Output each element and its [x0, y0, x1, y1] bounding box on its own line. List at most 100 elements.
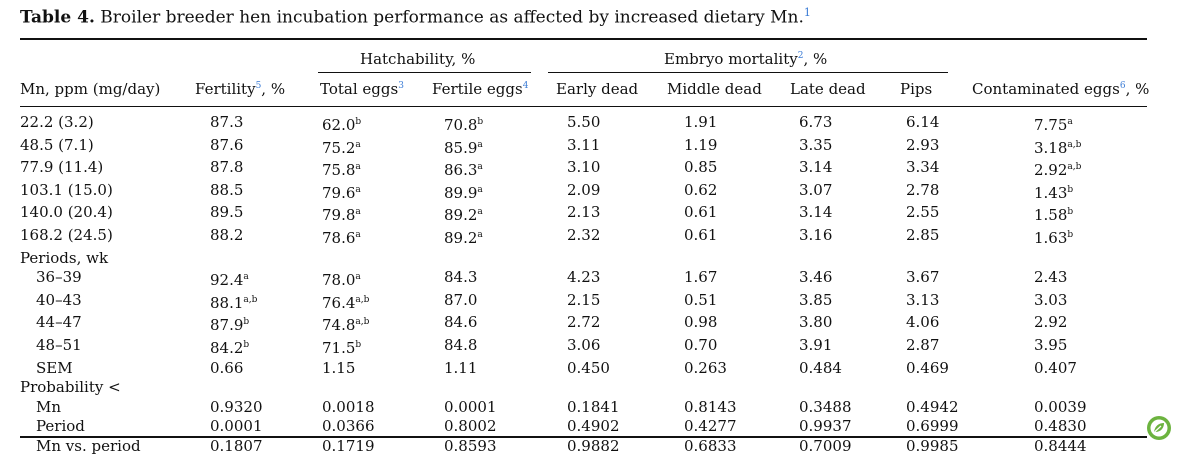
table-cell [567, 378, 684, 398]
significance-superscript: a [355, 272, 361, 283]
row-label: Periods, wk [20, 248, 109, 267]
table-cell [1034, 378, 1144, 398]
table-cell: 0.8143 [684, 398, 799, 418]
table-cell: 0.0001 [210, 417, 322, 437]
table-cell: 3.46 [799, 268, 906, 291]
cell-value: 3.14 [799, 158, 833, 177]
significance-superscript: a,b [243, 294, 258, 305]
table-cell: 78.6a [322, 226, 444, 249]
embryo-footnote-marker[interactable]: 2 [797, 51, 804, 61]
table-cell: 2.92a,b [1034, 158, 1144, 181]
cell-value: 2.09 [567, 180, 601, 199]
cell-value: 75.8 [322, 161, 356, 180]
total-eggs-footnote-marker[interactable]: 3 [398, 81, 404, 91]
cell-value: 1.91 [684, 113, 718, 131]
table-cell: 89.5 [210, 203, 322, 226]
table-cell: 85.9a [444, 136, 567, 159]
cell-value: 88.5 [210, 180, 244, 199]
header-embryo-group: Embryo mortality2, % [664, 50, 828, 68]
cell-value: 3.14 [799, 203, 833, 222]
cell-value: 7.75 [1034, 116, 1068, 134]
header-contaminated-eggs: Contaminated eggs6, % [972, 80, 1150, 98]
cell-value: 0.0001 [444, 397, 497, 416]
cell-value: 2.13 [567, 203, 601, 222]
header-middle-dead: Middle dead [667, 80, 762, 98]
table-cell: 2.15 [567, 291, 684, 314]
significance-superscript: a,b [1067, 162, 1082, 173]
row-label: 22.2 (3.2) [20, 113, 94, 131]
top-rule [20, 38, 1147, 40]
cell-value: 87.8 [210, 158, 244, 177]
cell-value: 3.10 [567, 158, 601, 177]
caption-footnote-marker[interactable]: 1 [803, 6, 811, 19]
table-cell: 0.4942 [906, 398, 1034, 418]
table-cell: 2.93 [906, 136, 1034, 159]
table-cell: 89.9a [444, 181, 567, 204]
table-cell: 0.1841 [567, 398, 684, 418]
table-cell: 2.92 [1034, 313, 1144, 336]
table-label: Table 4. [20, 7, 95, 28]
table-cell: 3.18a,b [1034, 136, 1144, 159]
cell-value: 0.66 [210, 358, 244, 377]
cell-value: 2.15 [567, 290, 601, 309]
significance-superscript: a [477, 207, 483, 218]
cell-value: 86.3 [444, 161, 478, 180]
cell-value: 3.03 [1034, 290, 1068, 309]
table-cell: 0.4277 [684, 417, 799, 437]
table-cell: 2.78 [906, 181, 1034, 204]
significance-superscript: b [243, 339, 250, 350]
cell-value: 79.8 [322, 206, 356, 225]
table-title: Broiler breeder hen incubation performan… [100, 7, 804, 28]
cell-value: 70.8 [444, 116, 478, 134]
table-cell [322, 249, 444, 269]
table-cell: 84.2b [210, 336, 322, 359]
cell-value: 0.9882 [567, 436, 620, 455]
header-fertility: Fertility5, % [195, 80, 286, 98]
cell-value: 1.58 [1034, 206, 1068, 225]
table-cell: 0.98 [684, 313, 799, 336]
fertile-eggs-footnote-marker[interactable]: 4 [522, 81, 529, 91]
table-cell: 86.3a [444, 158, 567, 181]
cell-value: 0.0001 [210, 417, 263, 436]
table-cell: 0.70 [684, 336, 799, 359]
cell-value: 2.87 [906, 335, 940, 354]
cell-value: 0.85 [684, 158, 718, 177]
table-cell: 89.2a [444, 203, 567, 226]
table-cell: 89.2a [444, 226, 567, 249]
cell-value: 0.9937 [799, 417, 852, 436]
row-label: Period [36, 417, 85, 436]
cell-value: 87.6 [210, 135, 244, 154]
row-label: Probability < [20, 378, 121, 397]
cell-value: 75.2 [322, 138, 356, 157]
cell-value: 0.62 [684, 180, 718, 199]
table-cell: 79.6a [322, 181, 444, 204]
cell-value: 0.61 [684, 203, 718, 222]
table-body: 22.2 (3.2) 87.3 62.0b 70.8b 5.50 1.91 6.73 6.14… [20, 113, 1144, 457]
cell-value: 89.5 [210, 203, 244, 222]
fertility-footnote-marker[interactable]: 5 [255, 81, 262, 91]
row-label: Mn [36, 397, 62, 416]
row-label: Mn vs. period [36, 436, 141, 455]
table-row: 140.0 (20.4) 89.5 79.8a 89.2a 2.13 0.61 3.14 2.… [20, 203, 1144, 226]
table-cell: 76.4a,b [322, 291, 444, 314]
contaminated-footnote-marker[interactable]: 6 [1119, 81, 1126, 91]
cell-value: 0.0039 [1034, 397, 1087, 416]
table-cell: 3.10 [567, 158, 684, 181]
table-cell: 0.263 [684, 359, 799, 379]
cell-value: 0.8444 [1034, 436, 1087, 455]
significance-superscript: b [477, 117, 484, 127]
cell-value: 3.46 [799, 268, 833, 287]
significance-superscript: a,b [1067, 139, 1082, 150]
table-cell: 3.11 [567, 136, 684, 159]
row-label: 48–51 [36, 335, 82, 354]
row-label: 40–43 [36, 290, 82, 309]
table-cell: 87.3 [210, 113, 322, 136]
cell-value: 2.93 [906, 135, 940, 154]
cell-value: 62.0 [322, 116, 356, 134]
table-cell: 2.87 [906, 336, 1034, 359]
table-cell: 88.5 [210, 181, 322, 204]
bottom-rule [20, 436, 1147, 438]
cell-value: 0.51 [684, 290, 718, 309]
row-label: 140.0 (20.4) [20, 203, 113, 222]
table-cell: 3.91 [799, 336, 906, 359]
